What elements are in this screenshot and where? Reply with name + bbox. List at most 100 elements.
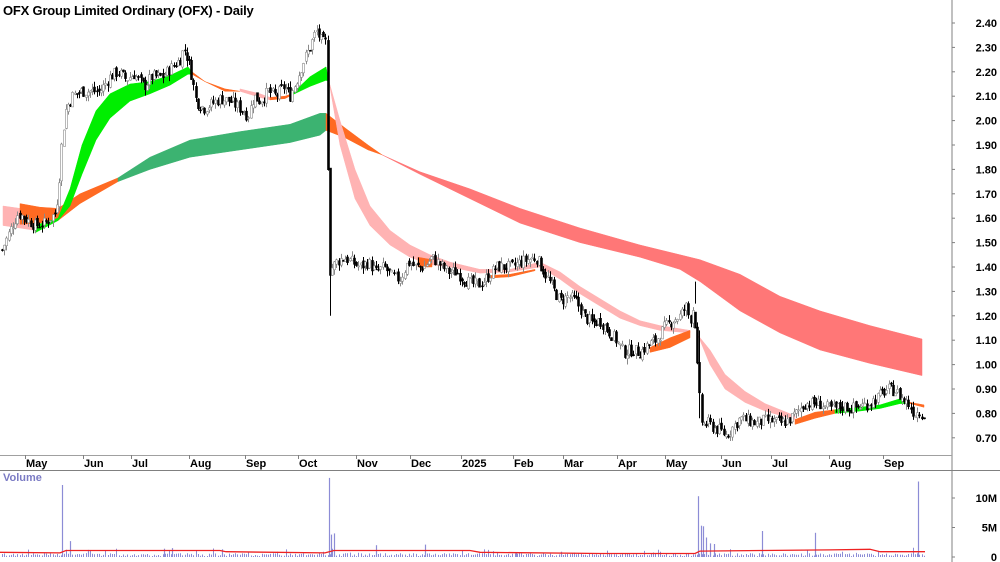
candle-body [212, 100, 215, 104]
candle-body [672, 322, 675, 329]
candle-body [214, 99, 217, 104]
candle-body [591, 314, 594, 322]
candle-body [868, 405, 871, 409]
candle-body [694, 311, 697, 329]
candle-body [153, 70, 156, 80]
candle-body [401, 276, 404, 282]
short-ma-band-apr-cross [649, 330, 691, 353]
y-tick-label: 0.90 [976, 384, 997, 396]
candle-body [324, 37, 327, 40]
candle-body [756, 421, 759, 427]
candle-body [151, 74, 154, 81]
candle-body [564, 295, 567, 307]
candle-body [500, 262, 503, 273]
candle-body [430, 256, 433, 260]
candle-body [863, 402, 866, 405]
volume-y-tick-label: 10M [976, 493, 997, 505]
candle-body [100, 90, 103, 94]
candle-body [247, 117, 250, 119]
candle-body [269, 87, 272, 93]
candle-body [353, 257, 356, 265]
candle-body [800, 407, 803, 413]
candle-body [300, 72, 303, 78]
candle-body [641, 349, 644, 361]
candle-body [547, 275, 550, 278]
candle-body [241, 111, 244, 113]
candle-body [397, 271, 400, 282]
candle-body [232, 97, 235, 102]
short-ma-band-sep-cross [269, 93, 293, 101]
candle-body [606, 323, 609, 332]
volume-panel-label: Volume [3, 472, 42, 484]
candle-body [560, 292, 563, 298]
candle-body [217, 99, 220, 106]
candle-body [157, 72, 160, 76]
candle-body [283, 84, 286, 90]
candle-body [646, 343, 649, 354]
candle-body [492, 266, 495, 279]
candle-body [608, 329, 611, 337]
candle-body [375, 265, 378, 268]
candle-body [309, 49, 312, 52]
candle-body [665, 320, 668, 325]
candle-body [278, 86, 281, 100]
candle-body [454, 267, 457, 276]
candle-body [322, 31, 325, 37]
y-tick-label: 1.70 [976, 189, 997, 201]
candle-body [162, 73, 165, 78]
y-tick-label: 1.80 [976, 164, 997, 176]
candle-body [531, 256, 534, 259]
candle-body [118, 74, 121, 76]
candle-body [421, 267, 424, 271]
candle-body [542, 268, 545, 275]
candle-body [804, 407, 807, 410]
candle-body [892, 384, 895, 397]
candle-body [626, 354, 629, 359]
candle-body [225, 97, 228, 103]
candle-body [133, 75, 136, 80]
candle-body [681, 308, 684, 317]
candle-body [107, 83, 110, 86]
candle-body [111, 74, 114, 80]
candle-body [140, 74, 143, 78]
x-tick-label: Jul [772, 458, 788, 470]
candle-body [104, 83, 107, 86]
y-tick-label: 1.60 [976, 213, 997, 225]
candle-body [661, 326, 664, 340]
candle-body [168, 67, 171, 76]
candle-body [404, 272, 407, 279]
candle-body [727, 435, 730, 438]
candle-body [203, 107, 206, 114]
candle-body [731, 426, 734, 438]
candle-body [802, 406, 805, 409]
candle-body [571, 292, 574, 298]
candle-body [874, 399, 877, 405]
candle-body [544, 271, 547, 279]
candle-body [126, 80, 129, 82]
candle-body [30, 220, 33, 228]
candle-body [80, 88, 83, 93]
candle-body [764, 414, 767, 417]
short-ma-band-aug-down [191, 71, 241, 92]
candle-body [250, 105, 253, 119]
candle-body [135, 76, 138, 81]
candle-body [861, 403, 864, 407]
candle-body [448, 267, 451, 275]
candle-body [210, 99, 213, 108]
candle-body [45, 220, 48, 222]
candle-body [89, 90, 92, 93]
x-tick-label: Aug [190, 458, 211, 470]
candle-body [795, 409, 798, 414]
candle-body [313, 31, 316, 38]
x-tick-label: Apr [618, 458, 638, 470]
x-tick-label: Aug [830, 458, 851, 470]
x-tick-label: Oct [299, 458, 318, 470]
candle-body [723, 428, 726, 436]
candle-body [650, 340, 653, 346]
candle-body [5, 237, 8, 247]
y-tick-label: 2.40 [976, 18, 997, 30]
candle-body [632, 354, 635, 357]
candle-body [201, 106, 204, 109]
candle-body [122, 69, 125, 72]
